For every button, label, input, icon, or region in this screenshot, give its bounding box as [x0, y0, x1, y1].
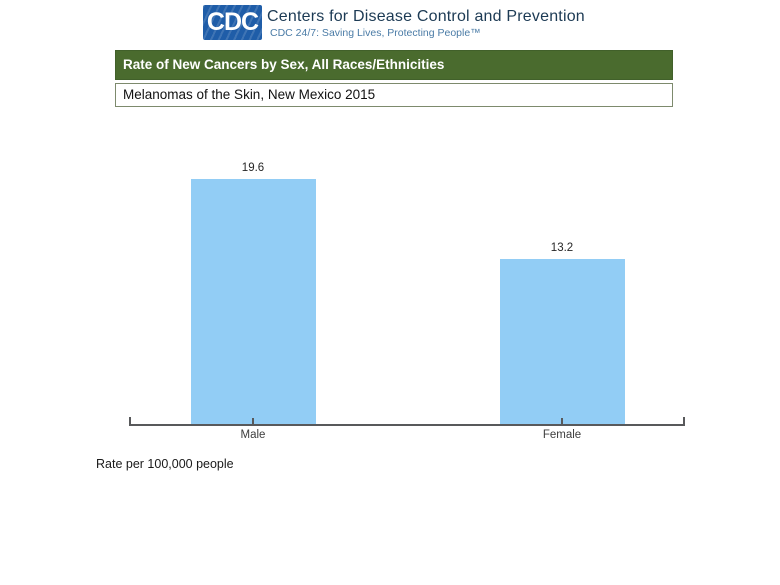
chart-subtitle-box: Melanomas of the Skin, New Mexico 2015 [115, 83, 673, 107]
axis-unit-label: Rate per 100,000 people [96, 457, 234, 471]
x-axis-endcap-right [683, 417, 685, 426]
category-label-female: Female [542, 429, 582, 441]
x-axis-line [129, 424, 685, 426]
category-label-male: Male [240, 429, 266, 441]
chart-title-bar: Rate of New Cancers by Sex, All Races/Et… [115, 50, 673, 80]
bar-female [499, 259, 625, 424]
cdc-logo-text: CDC [206, 8, 259, 36]
cdc-logo: CDC [203, 5, 262, 40]
x-axis-tick-female [561, 418, 563, 424]
org-name: Centers for Disease Control and Preventi… [267, 8, 585, 25]
value-label-female: 13.2 [550, 242, 574, 254]
x-axis-endcap-left [129, 417, 131, 426]
value-label-male: 19.6 [241, 162, 265, 174]
bar-male [190, 179, 316, 424]
x-axis-tick-male [252, 418, 254, 424]
org-tagline: CDC 24/7: Saving Lives, Protecting Peopl… [270, 27, 481, 39]
chart-subtitle: Melanomas of the Skin, New Mexico 2015 [123, 87, 376, 102]
chart-title: Rate of New Cancers by Sex, All Races/Et… [123, 57, 445, 72]
